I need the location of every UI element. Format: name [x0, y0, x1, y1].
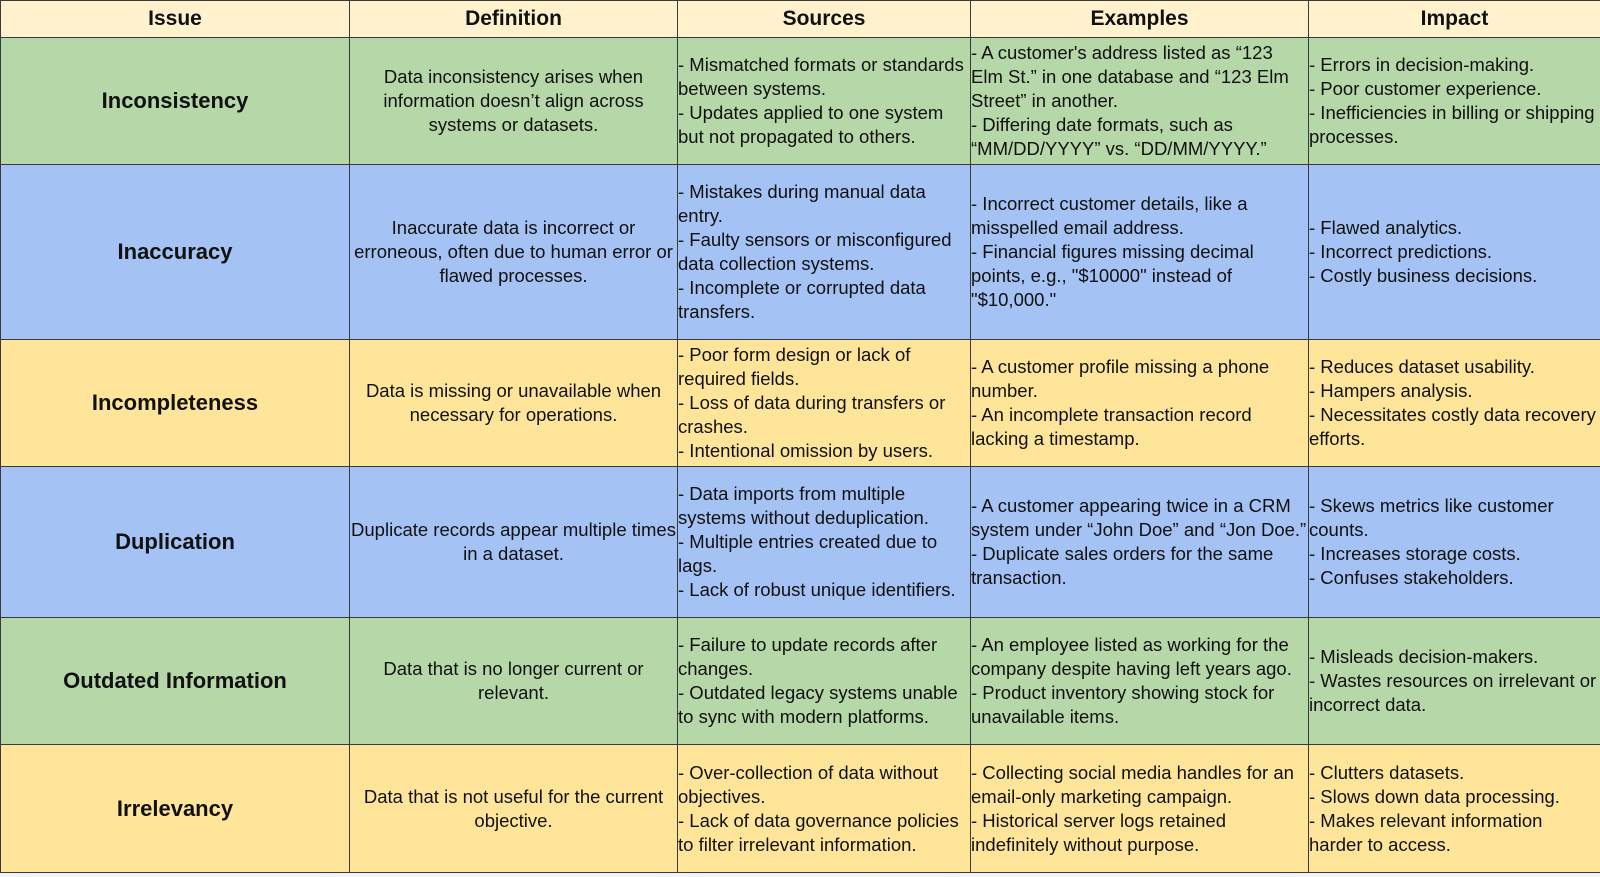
- sources-line: - Mismatched formats or standards betwee…: [678, 54, 964, 99]
- sources-line: - Lack of robust unique identifiers.: [678, 579, 956, 600]
- examples-line: - A customer appearing twice in a CRM sy…: [971, 495, 1307, 540]
- table-row: Inaccuracy Inaccurate data is incorrect …: [0, 164, 1600, 340]
- sources-cell[interactable]: - Data imports from multiple systems wit…: [677, 466, 971, 618]
- examples-line: - Product inventory showing stock for un…: [971, 682, 1275, 727]
- examples-line: - Historical server logs retained indefi…: [971, 809, 1226, 855]
- header-row: Issue Definition Sources Examples Impact: [0, 0, 1600, 38]
- impact-line: - Hampers analysis.: [1309, 380, 1473, 401]
- examples-line: - An employee listed as working for the …: [971, 634, 1292, 679]
- sources-line: - Poor form design or lack of required f…: [678, 344, 911, 389]
- examples-line: - A customer profile missing a phone num…: [971, 356, 1270, 401]
- definition-cell[interactable]: Data inconsistency arises when informati…: [349, 37, 678, 165]
- sources-line: - Over-collection of data without object…: [678, 761, 939, 807]
- examples-line: - Incorrect customer details, like a mis…: [971, 193, 1248, 238]
- examples-line: - A customer's address listed as “123 El…: [971, 42, 1289, 111]
- examples-line: - Duplicate sales orders for the same tr…: [971, 543, 1274, 588]
- table-row: Duplication Duplicate records appear mul…: [0, 466, 1600, 618]
- sources-line: - Loss of data during transfers or crash…: [678, 392, 946, 437]
- impact-line: - Costly business decisions.: [1309, 265, 1538, 286]
- table-row: Incompleteness Data is missing or unavai…: [0, 339, 1600, 467]
- impact-line: - Skews metrics like customer counts.: [1309, 495, 1554, 540]
- impact-line: - Reduces dataset usability.: [1309, 356, 1535, 377]
- impact-cell[interactable]: - Errors in decision-making. - Poor cust…: [1308, 37, 1600, 165]
- examples-cell[interactable]: - A customer's address listed as “123 El…: [970, 37, 1309, 165]
- header-impact[interactable]: Impact: [1308, 0, 1600, 38]
- sources-line: - Updates applied to one system but not …: [678, 102, 944, 147]
- sources-line: - Lack of data governance policies to fi…: [678, 809, 959, 855]
- issue-cell[interactable]: Inaccuracy: [0, 164, 350, 340]
- sheet-gridline-strip: [0, 873, 1600, 877]
- sources-cell[interactable]: - Poor form design or lack of required f…: [677, 339, 971, 467]
- definition-cell[interactable]: Duplicate records appear multiple times …: [349, 466, 678, 618]
- table-row: Outdated Information Data that is no lon…: [0, 617, 1600, 745]
- table-row: Inconsistency Data inconsistency arises …: [0, 37, 1600, 165]
- sources-cell[interactable]: - Failure to update records after change…: [677, 617, 971, 745]
- definition-cell[interactable]: Data is missing or unavailable when nece…: [349, 339, 678, 467]
- impact-cell[interactable]: - Flawed analytics. - Incorrect predicti…: [1308, 164, 1600, 340]
- impact-line: - Necessitates costly data recovery effo…: [1309, 404, 1596, 449]
- definition-cell[interactable]: Data that is no longer current or releva…: [349, 617, 678, 745]
- header-definition[interactable]: Definition: [349, 0, 678, 38]
- impact-cell[interactable]: - Clutters datasets. - Slows down data p…: [1308, 744, 1600, 873]
- issue-cell[interactable]: Outdated Information: [0, 617, 350, 745]
- issue-cell[interactable]: Irrelevancy: [0, 744, 350, 873]
- issue-cell[interactable]: Incompleteness: [0, 339, 350, 467]
- impact-line: - Errors in decision-making.: [1309, 54, 1535, 75]
- definition-cell[interactable]: Data that is not useful for the current …: [349, 744, 678, 873]
- sources-line: - Failure to update records after change…: [678, 634, 938, 679]
- examples-line: - An incomplete transaction record lacki…: [971, 404, 1252, 449]
- examples-line: - Collecting social media handles for an…: [971, 761, 1294, 807]
- sources-line: - Mistakes during manual data entry.: [678, 181, 926, 226]
- header-issue[interactable]: Issue: [0, 0, 350, 38]
- impact-line: - Wastes resources on irrelevant or inco…: [1309, 670, 1597, 715]
- impact-cell[interactable]: - Misleads decision-makers. - Wastes res…: [1308, 617, 1600, 745]
- examples-cell[interactable]: - A customer profile missing a phone num…: [970, 339, 1309, 467]
- sources-line: - Multiple entries created due to lags.: [678, 531, 938, 576]
- examples-cell[interactable]: - Incorrect customer details, like a mis…: [970, 164, 1309, 340]
- sources-line: - Intentional omission by users.: [678, 440, 934, 461]
- impact-cell[interactable]: - Reduces dataset usability. - Hampers a…: [1308, 339, 1600, 467]
- table-row: Irrelevancy Data that is not useful for …: [0, 744, 1600, 873]
- definition-cell[interactable]: Inaccurate data is incorrect or erroneou…: [349, 164, 678, 340]
- issue-cell[interactable]: Inconsistency: [0, 37, 350, 165]
- impact-line: - Confuses stakeholders.: [1309, 567, 1514, 588]
- examples-cell[interactable]: - Collecting social media handles for an…: [970, 744, 1309, 873]
- header-examples[interactable]: Examples: [970, 0, 1309, 38]
- sources-line: - Data imports from multiple systems wit…: [678, 483, 929, 528]
- header-sources[interactable]: Sources: [677, 0, 971, 38]
- sources-line: - Faulty sensors or misconfigured data c…: [678, 229, 952, 274]
- impact-line: - Incorrect predictions.: [1309, 241, 1493, 262]
- issue-cell[interactable]: Duplication: [0, 466, 350, 618]
- impact-cell[interactable]: - Skews metrics like customer counts. - …: [1308, 466, 1600, 618]
- impact-line: - Poor customer experience.: [1309, 78, 1542, 99]
- impact-line: - Flawed analytics.: [1309, 217, 1463, 238]
- impact-line: - Slows down data processing.: [1309, 785, 1560, 807]
- impact-line: - Misleads decision-makers.: [1309, 646, 1539, 667]
- sources-line: - Outdated legacy systems unable to sync…: [678, 682, 958, 727]
- impact-line: - Inefficiencies in billing or shipping …: [1309, 102, 1595, 147]
- examples-cell[interactable]: - A customer appearing twice in a CRM sy…: [970, 466, 1309, 618]
- examples-cell[interactable]: - An employee listed as working for the …: [970, 617, 1309, 745]
- sources-cell[interactable]: - Over-collection of data without object…: [677, 744, 971, 873]
- sources-cell[interactable]: - Mistakes during manual data entry. - F…: [677, 164, 971, 340]
- examples-line: - Differing date formats, such as “MM/DD…: [971, 114, 1267, 159]
- impact-line: - Clutters datasets.: [1309, 761, 1465, 783]
- impact-line: - Makes relevant information harder to a…: [1309, 809, 1543, 855]
- impact-line: - Increases storage costs.: [1309, 543, 1521, 564]
- sources-cell[interactable]: - Mismatched formats or standards betwee…: [677, 37, 971, 165]
- sources-line: - Incomplete or corrupted data transfers…: [678, 277, 926, 322]
- examples-line: - Financial figures missing decimal poin…: [971, 241, 1254, 310]
